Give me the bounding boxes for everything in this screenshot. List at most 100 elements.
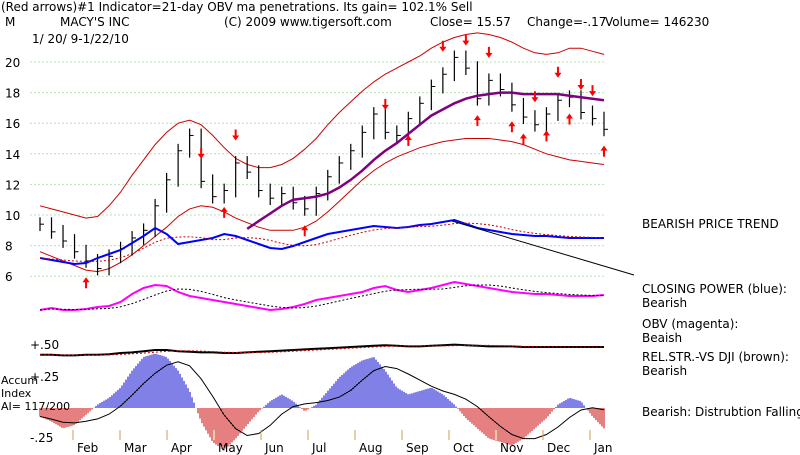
moving-average-path — [246, 91, 605, 230]
price-tick-20: 20 — [5, 56, 20, 70]
price-bar — [545, 107, 551, 132]
price-bar — [453, 50, 459, 82]
sell-arrow — [197, 147, 205, 159]
price-bar — [557, 93, 562, 121]
buy-arrow — [82, 277, 90, 289]
sell-arrow — [485, 46, 493, 58]
rel-strength-title: REL.STR.-VS DJI (brown): — [642, 350, 789, 364]
obv-ma — [39, 284, 605, 311]
price-bar — [189, 128, 194, 158]
buy-arrow — [473, 115, 481, 127]
price-bar — [177, 143, 183, 187]
price-bar — [373, 107, 378, 140]
price-bar — [223, 183, 229, 204]
obv-status: Beaish — [642, 331, 682, 345]
price-trend-annotation: BEARISH PRICE TREND — [642, 217, 779, 231]
level-plus50: +.50 — [30, 338, 59, 352]
sell-arrow — [588, 85, 596, 97]
month-tick-labels: Feb Mar Apr May Jun Jul Aug Sep Oct Nov Dec Jan — [72, 430, 613, 455]
price-bar — [142, 223, 148, 245]
sell-arrow — [554, 66, 562, 78]
month-label-dec: Dec — [547, 441, 570, 455]
sell-arrow — [577, 79, 585, 91]
bollinger-bands — [39, 32, 605, 273]
price-tick-14: 14 — [5, 148, 20, 162]
price-bar — [39, 217, 44, 232]
sell-arrow — [439, 40, 447, 52]
close-value: Close= 15.57 — [430, 15, 511, 29]
price-bar — [430, 79, 436, 111]
price-bar — [50, 217, 56, 239]
price-bar — [603, 111, 608, 137]
moving-average-line — [246, 91, 605, 230]
buy-arrow — [542, 130, 550, 142]
lower-band-line — [39, 138, 605, 273]
buy-arrow — [600, 145, 608, 157]
accum-ma-line — [39, 361, 605, 440]
price-bar — [212, 174, 217, 204]
price-bar — [62, 224, 68, 248]
price-tick-10: 10 — [5, 209, 20, 223]
price-tick-labels: 6 8 10 12 14 16 18 20 — [5, 56, 20, 284]
accum-note: Bearish: Distrubtion Falling. — [642, 405, 800, 419]
price-bar — [315, 186, 321, 216]
price-bar — [591, 105, 597, 126]
price-bar — [350, 143, 355, 170]
price-bar — [338, 156, 344, 184]
change-value: Change=-.17 — [527, 15, 606, 29]
accum-label-1: Accum — [1, 374, 38, 387]
buy-arrow — [508, 121, 516, 133]
month-label-jun: Jun — [264, 441, 284, 455]
price-bar — [361, 125, 367, 158]
price-tick-8: 8 — [5, 240, 13, 254]
buy-arrow — [565, 113, 573, 125]
closing-power-title: CLOSING POWER (blue): — [642, 282, 787, 296]
obv-title: OBV (magenta): — [642, 317, 738, 331]
period-code: M — [5, 15, 15, 29]
month-label-mar: Mar — [124, 441, 147, 455]
bearish-trendline — [451, 220, 635, 276]
month-label-jan: Jan — [593, 441, 613, 455]
accumulation-index-histogram — [39, 353, 605, 451]
signal-arrows — [82, 34, 608, 289]
price-bar — [85, 244, 91, 268]
price-tick-6: 6 — [5, 270, 13, 284]
price-bar — [442, 67, 447, 94]
price-bar — [166, 172, 171, 213]
closing-power-ma — [39, 222, 605, 262]
sell-arrow — [232, 129, 240, 141]
price-tick-16: 16 — [5, 117, 20, 131]
month-label-feb: Feb — [77, 441, 98, 455]
price-tick-12: 12 — [5, 178, 20, 192]
price-bars — [39, 50, 608, 276]
buy-arrow — [220, 206, 228, 218]
accum-label-2: Index — [1, 387, 32, 400]
copyright-text: (C) 2009 www.tigersoft.com — [224, 15, 392, 29]
accum-label-3: AI= 117/200 — [1, 400, 70, 413]
buy-arrow — [404, 134, 412, 146]
price-bar — [327, 169, 332, 201]
ticker-label: MACY'S INC — [60, 15, 129, 29]
month-label-apr: Apr — [171, 441, 192, 455]
price-bar — [200, 128, 206, 189]
price-bar — [384, 107, 390, 140]
price-bar — [292, 186, 298, 210]
price-bar — [154, 198, 160, 238]
price-bar — [73, 234, 79, 259]
header-line1: (Red arrows)#1 Indicator=21-day OBV ma p… — [1, 0, 473, 14]
sell-arrow — [462, 34, 470, 46]
month-label-oct: Oct — [453, 441, 474, 455]
rel-strength-status: Bearish — [642, 364, 687, 378]
closing-power-status: Bearish — [642, 296, 687, 310]
indicator-lines — [39, 218, 605, 357]
level-minus25: -.25 — [30, 431, 53, 445]
price-bar — [281, 186, 286, 206]
level-plus25: +.25 — [30, 370, 59, 384]
price-bar — [534, 110, 539, 132]
price-bar — [396, 125, 401, 143]
obv-line — [39, 280, 605, 312]
month-label-aug: Aug — [359, 441, 382, 455]
price-bar — [511, 82, 516, 112]
price-bar — [488, 73, 493, 106]
